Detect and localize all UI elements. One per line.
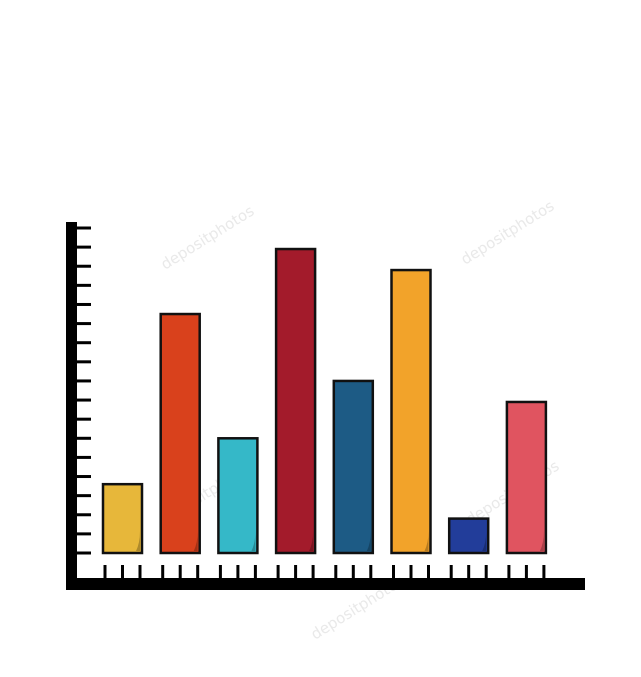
y-tick: [77, 341, 91, 345]
x-tick: [467, 565, 471, 578]
y-tick: [77, 532, 91, 536]
y-tick: [77, 455, 91, 459]
bar: [159, 312, 201, 555]
x-tick: [351, 565, 355, 578]
x-tick: [196, 565, 200, 578]
bar: [447, 517, 490, 555]
watermark-text: depositphotos: [458, 197, 558, 269]
bar-shadow: [539, 531, 544, 551]
y-tick: [77, 379, 91, 383]
bar: [101, 482, 144, 555]
x-tick: [427, 565, 430, 578]
x-axis-line: [66, 578, 585, 590]
x-tick: [484, 565, 488, 578]
y-tick: [77, 475, 91, 479]
y-tick: [77, 226, 91, 230]
x-tick: [311, 565, 315, 578]
bar: [274, 247, 317, 555]
x-tick: [392, 565, 395, 578]
y-tick: [77, 245, 91, 249]
x-tick: [276, 565, 280, 578]
y-tick: [77, 436, 91, 440]
y-tick: [77, 264, 91, 268]
axes-group: [66, 222, 585, 590]
bar-shadow: [193, 531, 198, 551]
x-tick: [218, 565, 222, 578]
x-tick: [409, 565, 413, 578]
x-tick: [294, 565, 298, 578]
x-tick: [542, 565, 546, 578]
bar-shadow: [482, 531, 487, 551]
x-tick: [524, 565, 528, 578]
bar-shadow: [366, 531, 371, 551]
bar: [390, 268, 432, 555]
bar: [505, 400, 548, 555]
y-tick: [77, 398, 91, 402]
x-tick: [138, 565, 142, 578]
x-tick: [369, 565, 373, 578]
bar-shadow: [251, 531, 256, 551]
bars-group: [101, 247, 548, 555]
x-tick: [103, 565, 107, 578]
x-tick: [236, 565, 240, 578]
watermark-text: depositphotos: [158, 202, 258, 274]
x-tick: [121, 565, 124, 578]
y-tick: [77, 417, 91, 421]
y-tick: [77, 360, 91, 364]
bar-shadow: [309, 531, 314, 551]
x-tick: [449, 565, 453, 578]
x-tick: [334, 565, 338, 578]
x-tick: [253, 565, 257, 578]
y-tick: [77, 551, 91, 555]
x-tick: [161, 565, 165, 578]
y-tick: [77, 283, 91, 287]
bar-shadow: [424, 531, 429, 551]
bar-shadow: [136, 531, 140, 551]
x-tick: [178, 565, 182, 578]
x-tick: [507, 565, 511, 578]
bar: [217, 437, 259, 555]
y-tick: [77, 494, 91, 498]
y-tick: [77, 322, 91, 326]
y-tick: [77, 513, 91, 517]
y-axis-line: [66, 222, 77, 590]
y-tick: [77, 302, 91, 306]
bar: [332, 379, 375, 555]
